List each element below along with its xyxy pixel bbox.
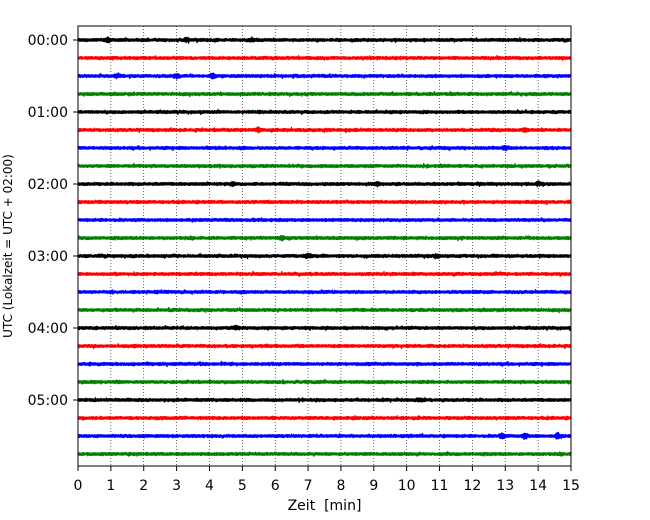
trace-1	[77, 54, 572, 61]
y-axis-ticks: 00:00 01:00 02:00 03:00 04:00 05:00	[28, 33, 78, 409]
x-tick-label: 5	[238, 478, 247, 494]
x-tick-label: 4	[205, 478, 214, 494]
trace-8	[77, 180, 572, 188]
trace-23	[77, 450, 572, 457]
y-tick-label: 01:00	[28, 105, 68, 121]
y-tick-label: 05:00	[28, 393, 68, 409]
x-tick-label: 6	[271, 478, 280, 494]
seismic-traces	[77, 36, 572, 457]
x-tick-label: 13	[496, 478, 514, 494]
x-axis-label: Zeit [min]	[288, 498, 362, 514]
trace-3	[77, 90, 572, 98]
y-tick-label: 00:00	[28, 33, 68, 49]
x-axis-ticks: 0 1 2 3 4 5 6 7 8 9 10 11 12 13 14 15	[74, 466, 580, 494]
trace-13	[77, 270, 572, 278]
x-tick-label: 15	[562, 478, 580, 494]
x-tick-label: 8	[336, 478, 345, 494]
y-axis-label: UTC (Lokalzeit = UTC + 02:00)	[1, 154, 15, 338]
x-tick-label: 7	[304, 478, 313, 494]
trace-6	[77, 144, 572, 152]
x-tick-label: 3	[172, 478, 181, 494]
x-tick-label: 12	[463, 478, 481, 494]
x-tick-label: 0	[74, 478, 83, 494]
y-tick-label: 03:00	[28, 249, 68, 265]
trace-18	[77, 360, 572, 368]
trace-21	[77, 414, 572, 421]
trace-17	[77, 342, 572, 350]
x-tick-label: 14	[529, 478, 547, 494]
trace-4	[77, 108, 572, 116]
trace-19	[77, 378, 572, 385]
trace-12	[77, 252, 572, 260]
x-tick-label: 1	[106, 478, 115, 494]
trace-9	[77, 199, 572, 206]
x-tick-label: 11	[431, 478, 449, 494]
vertical-gridlines	[110, 26, 539, 466]
trace-15	[77, 306, 572, 314]
trace-11	[77, 234, 572, 242]
trace-10	[77, 217, 572, 223]
trace-5	[77, 126, 572, 134]
plot-frame	[77, 25, 572, 467]
trace-14	[77, 289, 572, 295]
trace-7	[77, 162, 572, 169]
trace-0	[77, 36, 572, 44]
trace-16	[77, 324, 572, 332]
y-tick-label: 02:00	[28, 177, 68, 193]
trace-2	[77, 72, 572, 80]
x-tick-label: 10	[398, 478, 416, 494]
x-tick-label: 2	[139, 478, 148, 494]
x-tick-label: 9	[369, 478, 378, 494]
trace-20	[77, 397, 572, 404]
plot-area-background	[78, 26, 571, 466]
trace-22	[77, 431, 572, 441]
y-tick-label: 04:00	[28, 321, 68, 337]
